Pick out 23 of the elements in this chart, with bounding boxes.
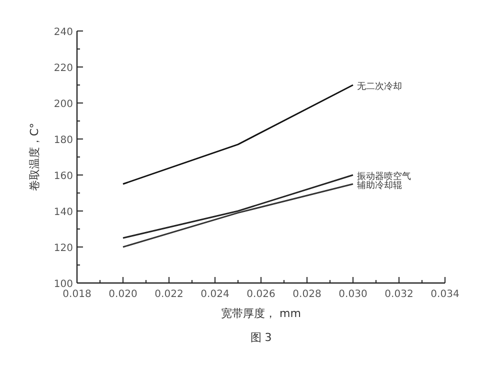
x-tick-label: 0.022 — [154, 289, 184, 300]
x-tick-label: 0.034 — [430, 289, 460, 300]
y-tick-label: 180 — [54, 135, 73, 146]
x-tick-label: 0.024 — [200, 289, 230, 300]
y-tick-label: 100 — [54, 279, 73, 290]
series-label: 无二次冷却 — [357, 81, 402, 92]
y-tick-label: 120 — [54, 243, 73, 254]
series-label: 辅助冷却辊 — [357, 180, 402, 191]
caption: 图 3 — [250, 331, 272, 344]
y-tick-label: 200 — [54, 99, 73, 110]
x-tick-label: 0.018 — [62, 289, 92, 300]
x-tick-label: 0.026 — [246, 289, 276, 300]
x-tick-label: 0.032 — [384, 289, 414, 300]
y-tick-label: 140 — [54, 207, 73, 218]
x-tick-label: 0.028 — [292, 289, 322, 300]
text: 0.030 — [338, 289, 368, 300]
y-tick-label: 220 — [54, 63, 73, 74]
y-tick-label: 240 — [54, 27, 73, 38]
y-axis-title: 卷取温度，C° — [28, 122, 41, 192]
y-tick-label: 160 — [54, 171, 73, 182]
text: 0.020 — [108, 289, 138, 300]
x-axis-title: 宽带厚度， mm — [221, 307, 301, 320]
series-label: 振动器喷空气 — [357, 171, 411, 182]
